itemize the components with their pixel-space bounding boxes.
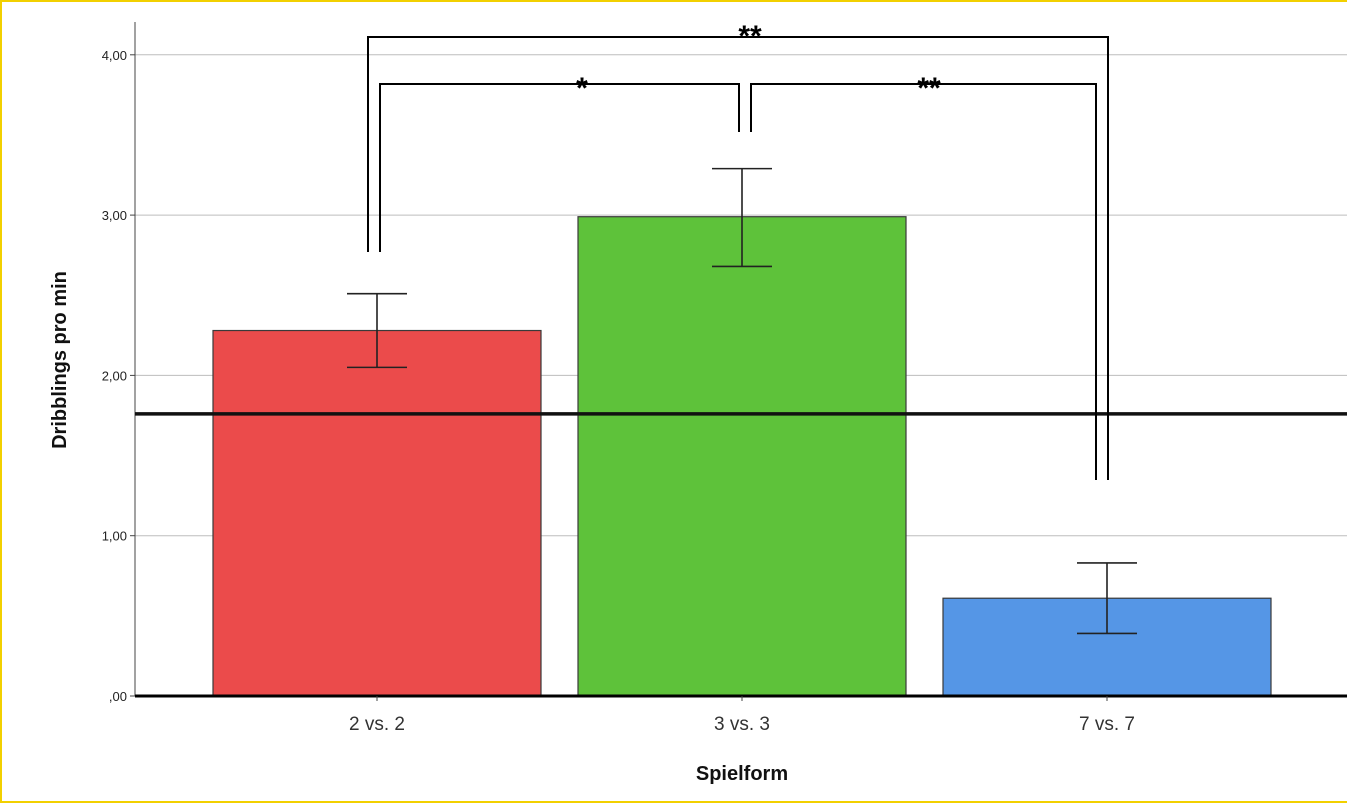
bracket-3v3-7v7	[750, 83, 1097, 480]
bars	[212, 216, 1272, 697]
bar	[577, 216, 907, 697]
x-tick-label: 2 vs. 2	[349, 714, 405, 735]
error-bars	[347, 167, 1137, 635]
y-axis-title: Dribblings pro min	[49, 271, 71, 449]
y-tick-label: 2,00	[102, 368, 127, 383]
significance-brackets: * ****	[367, 20, 1109, 480]
y-tick-label: 4,00	[102, 48, 127, 63]
bracket-2v2-3v3	[379, 83, 740, 252]
axes: ,00 1,00 2,00 3,00 4,00 2 vs. 2 3 vs. 3 7 vs. 7	[102, 22, 1347, 735]
y-tick-label: 3,00	[102, 208, 127, 223]
significance-label: *	[576, 72, 588, 105]
x-tick-label: 7 vs. 7	[1079, 714, 1135, 735]
x-axis-title: Spielform	[696, 763, 788, 785]
significance-label: **	[738, 20, 762, 53]
significance-label: **	[917, 72, 941, 105]
bar	[212, 329, 542, 697]
x-tick-label: 3 vs. 3	[714, 714, 770, 735]
bracket-2v2-7v7	[367, 36, 1109, 480]
y-tick-label: 1,00	[102, 529, 127, 544]
y-tick-label: ,00	[109, 689, 127, 704]
